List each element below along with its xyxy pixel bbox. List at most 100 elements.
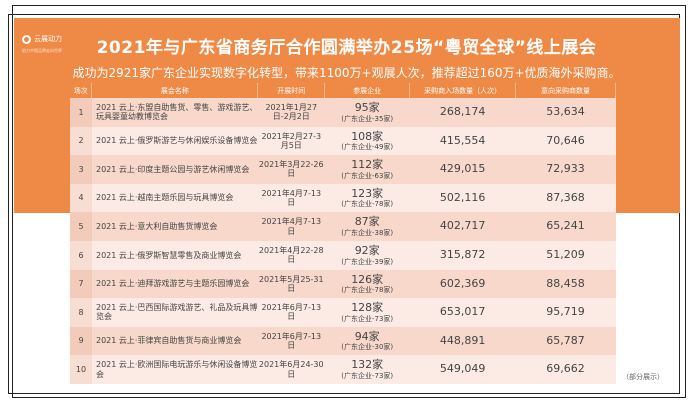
guangdong-exhibitors: (广东企业-35家) (341, 114, 394, 123)
exhibition-name: 2021 云上·迪拜游戏游艺与主题乐园博览会 (91, 269, 258, 299)
exhibition-name: 2021 云上·菲律宾自助售货与商业博览会 (91, 326, 258, 356)
exhibition-date: 2021年4月7-13日 (257, 212, 325, 241)
exhibitor-count: 132家 (351, 358, 384, 372)
row-number: 1 (70, 98, 92, 127)
guangdong-exhibitors: (广东企业-30家) (341, 343, 394, 352)
guangdong-exhibitors: (广东企业-39家) (341, 257, 394, 266)
buyer-visits: 429,015 (409, 155, 516, 184)
buyer-visits: 415,554 (409, 126, 516, 156)
table-row: 8 2021 云上·巴西国际游戏游艺、礼品及玩具博览会 2021年6月7-13日… (70, 298, 616, 327)
table-row: 3 2021 云上·印度主题公园与游艺休闲博览会 2021年3月22-26日 1… (70, 155, 616, 184)
buyer-visits: 602,369 (409, 269, 516, 299)
exhibition-name: 2021 云上·欧洲国际电玩游乐与休闲设备博览会 (91, 355, 258, 384)
exhibition-name: 2021 云上·意大利自助售货博览会 (91, 212, 258, 241)
buyer-visits: 448,891 (409, 326, 516, 356)
column-header: 参展企业 (324, 83, 411, 98)
table-row: 5 2021 云上·意大利自助售货博览会 2021年4月7-13日 87家 (广东… (70, 212, 616, 241)
buyer-visits: 549,049 (409, 355, 516, 384)
guangdong-exhibitors: (广东企业-73家) (341, 314, 394, 323)
row-number: 7 (70, 269, 92, 299)
exhibitor-count: 95家 (354, 100, 380, 114)
table-row: 2 2021 云上·俄罗斯游艺与休闲娱乐设备博览会 2021年2月27-3月5日… (70, 126, 616, 156)
exhibitor-count: 123家 (351, 186, 384, 200)
exhibitor-count: 92家 (354, 243, 380, 257)
page-subtitle: 成功为2921家广东企业实现数字化转型，带来1100万+观展人次，推荐超过160… (72, 66, 621, 80)
intended-buyers: 88,458 (515, 269, 616, 299)
exhibition-name: 2021 云上·俄罗斯游艺与休闲娱乐设备博览会 (91, 126, 258, 156)
guangdong-exhibitors: (广东企业-63家) (341, 171, 394, 180)
exhibition-date: 2021年4月22-28日 (257, 240, 325, 270)
exhibitor-count: 126家 (351, 272, 384, 286)
intended-buyers: 72,933 (515, 155, 616, 184)
intended-buyers: 87,368 (515, 183, 616, 213)
exhibitors: 94家 (广东企业-30家) (324, 326, 410, 356)
exhibitors: 128家 (广东企业-73家) (324, 298, 410, 327)
exhibition-date: 2021年2月27-3月5日 (257, 126, 325, 156)
exhibitors: 108家 (广东企业-49家) (324, 126, 410, 156)
column-header: 意向采购商数量 (515, 83, 616, 98)
intended-buyers: 65,787 (515, 326, 616, 356)
intended-buyers: 53,634 (515, 98, 616, 127)
row-number: 2 (70, 126, 92, 156)
page-title: 2021年与广东省商务厅合作圆满举办25场“粤贸全球”线上展会 (96, 38, 597, 58)
row-number: 10 (70, 355, 92, 384)
buyer-visits: 315,872 (409, 240, 516, 270)
table-row: 9 2021 云上·菲律宾自助售货与商业博览会 2021年6月7-13日 94家… (70, 326, 616, 356)
exhibitors: 132家 (广东企业-73家) (324, 355, 410, 384)
guangdong-exhibitors: (广东企业-73家) (341, 371, 394, 380)
row-number: 9 (70, 326, 92, 356)
exhibitors: 92家 (广东企业-39家) (324, 240, 410, 270)
exhibition-name: 2021 云上·越南主题乐园与玩具博览会 (91, 183, 258, 213)
exhibition-date: 2021年5月25-31日 (257, 269, 325, 299)
exhibition-name: 2021 云上·印度主题公园与游艺休闲博览会 (91, 155, 258, 184)
exhibitor-count: 112家 (351, 158, 384, 172)
buyer-visits: 653,017 (409, 298, 516, 327)
logo: 云展动力 (22, 34, 62, 44)
exhibition-name: 2021 云上·巴西国际游戏游艺、礼品及玩具博览会 (91, 298, 258, 327)
exhibition-date: 2021年6月7-13日 (257, 298, 325, 327)
table-row: 4 2021 云上·越南主题乐园与玩具博览会 2021年4月7-13日 123家… (70, 183, 616, 213)
column-header: 展会名称 (91, 83, 259, 98)
exhibition-table: 场次 展会名称 开展时间 参展企业 采购商入场数量（人次） 意向采购商数量 1 2021 … (70, 83, 616, 384)
guangdong-exhibitors: (广东企业-38家) (341, 228, 394, 237)
table-row: 7 2021 云上·迪拜游戏游艺与主题乐园博览会 2021年5月25-31日 1… (70, 269, 616, 299)
row-number: 6 (70, 240, 92, 270)
exhibitors: 126家 (广东企业-78家) (324, 269, 410, 299)
exhibition-name: 2021 云上·东盟自助售货、零售、游戏游艺、玩具婴童幼教博览会 (91, 98, 258, 127)
buyer-visits: 268,174 (409, 98, 516, 127)
exhibition-date: 2021年3月22-26日 (257, 155, 325, 184)
partial-display-note: （部分展示） (622, 373, 664, 381)
intended-buyers: 51,209 (515, 240, 616, 270)
row-number: 4 (70, 183, 92, 213)
exhibitors: 95家 (广东企业-35家) (324, 98, 410, 127)
intended-buyers: 95,719 (515, 298, 616, 327)
column-header: 采购商入场数量（人次） (409, 83, 517, 98)
exhibitor-count: 94家 (354, 329, 380, 343)
column-header: 开展时间 (257, 83, 326, 98)
row-number: 5 (70, 212, 92, 241)
table-row: 6 2021 云上·俄罗斯智慧零售及商业博览会 2021年4月22-28日 92… (70, 240, 616, 270)
exhibitor-count: 128家 (351, 301, 384, 315)
table-row: 1 2021 云上·东盟自助售货、零售、游戏游艺、玩具婴童幼教博览会 2021年… (70, 98, 616, 127)
scan-frame-outer (12, 5, 686, 398)
column-header: 场次 (70, 83, 93, 98)
buyer-visits: 402,717 (409, 212, 516, 241)
exhibitors: 112家 (广东企业-63家) (324, 155, 410, 184)
intended-buyers: 69,662 (515, 355, 616, 384)
logo-icon (22, 34, 31, 44)
exhibitor-count: 87家 (354, 215, 380, 229)
guangdong-exhibitors: (广东企业-78家) (341, 200, 394, 209)
intended-buyers: 65,241 (515, 212, 616, 241)
logo-name: 云展动力 (34, 35, 62, 43)
exhibition-date: 2021年1月27日-2月2日 (257, 98, 325, 127)
guangdong-exhibitors: (广东企业-49家) (341, 143, 394, 152)
row-number: 8 (70, 298, 92, 327)
exhibitors: 123家 (广东企业-78家) (324, 183, 410, 213)
exhibition-date: 2021年6月7-13日 (257, 326, 325, 356)
table-row: 10 2021 云上·欧洲国际电玩游乐与休闲设备博览会 2021年6月24-30… (70, 355, 616, 384)
exhibitor-count: 108家 (351, 129, 384, 143)
row-number: 3 (70, 155, 92, 184)
exhibitors: 87家 (广东企业-38家) (324, 212, 410, 241)
logo-tagline: 助力中国品牌走向世界 (22, 48, 62, 53)
buyer-visits: 502,116 (409, 183, 516, 213)
